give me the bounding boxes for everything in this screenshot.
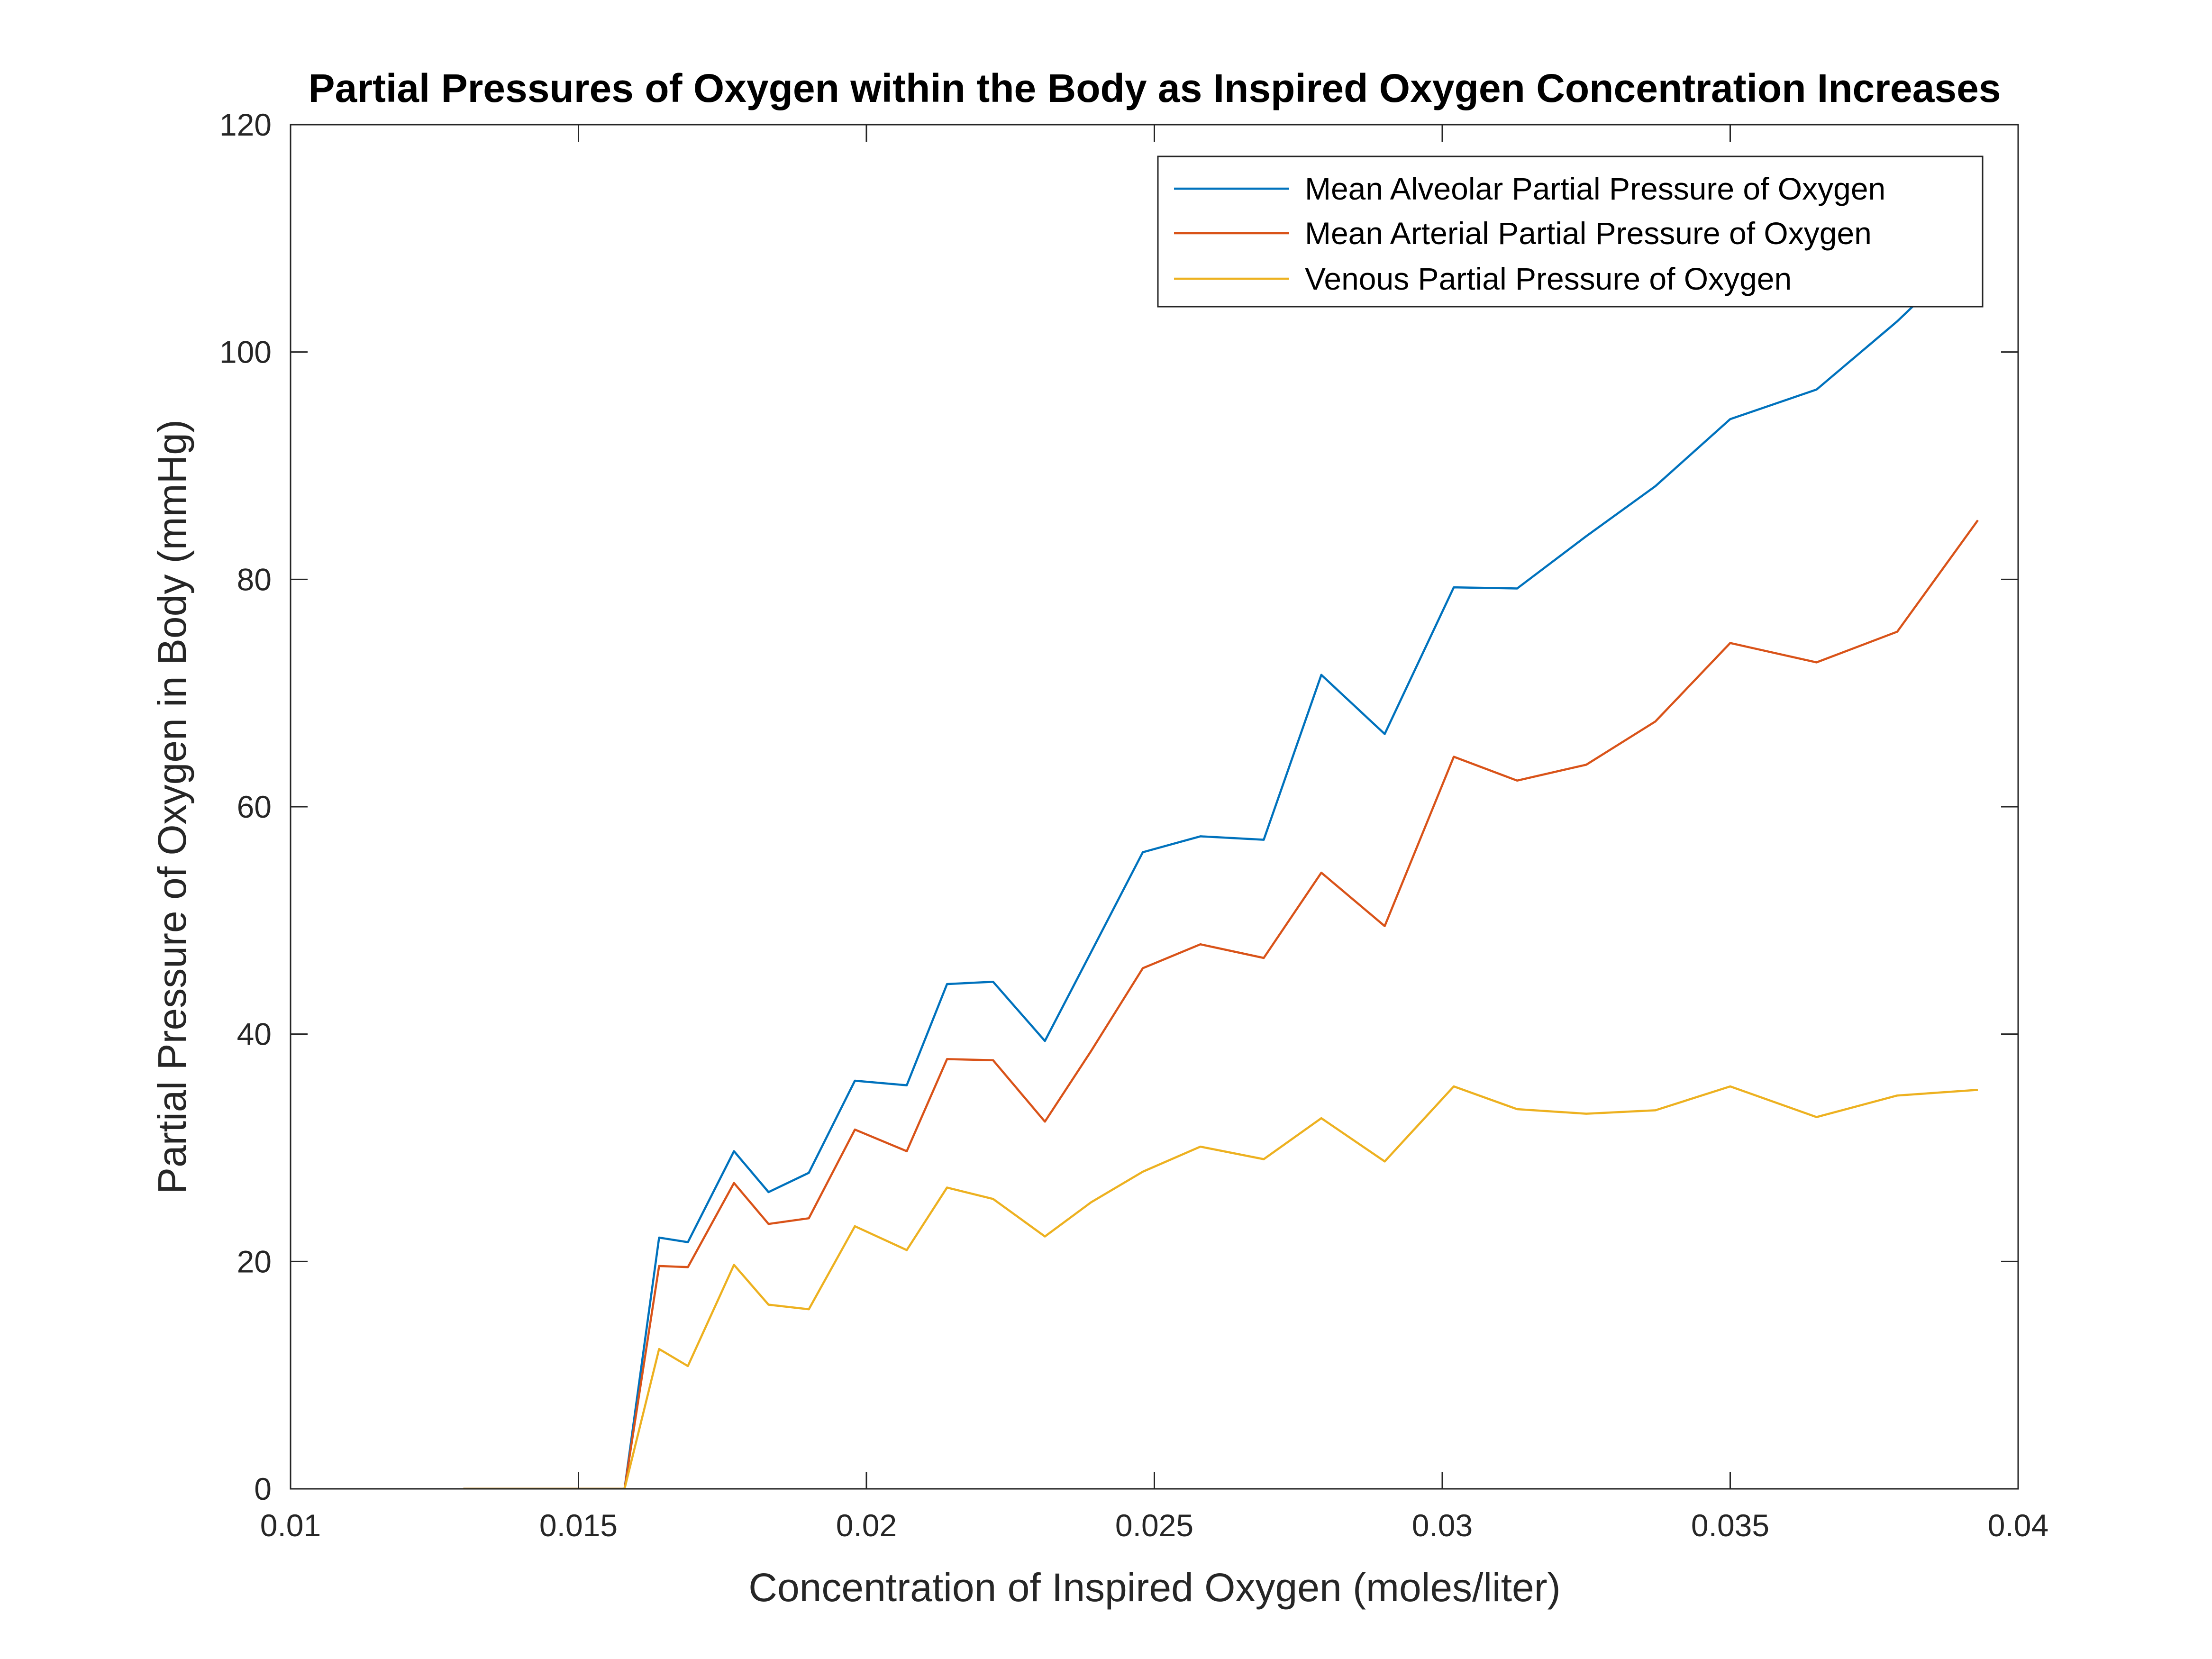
y-tick-label: 20 xyxy=(237,1244,272,1279)
y-axis-label: Partial Pressure of Oxygen in Body (mmHg… xyxy=(150,419,194,1194)
legend-label-alveolar: Mean Alveolar Partial Pressure of Oxygen xyxy=(1305,171,1885,206)
legend: Mean Alveolar Partial Pressure of Oxygen… xyxy=(1157,155,1984,308)
plot-area xyxy=(463,243,1979,1489)
legend-box xyxy=(1157,155,1984,308)
legend-label-arterial: Mean Arterial Partial Pressure of Oxygen xyxy=(1305,216,1872,251)
chart-title: Partial Pressures of Oxygen within the B… xyxy=(308,66,2001,110)
y-tick-label: 60 xyxy=(237,789,272,824)
series-line-arterial xyxy=(463,520,1979,1489)
y-tick-label: 80 xyxy=(237,562,272,597)
y-tick-label: 40 xyxy=(237,1017,272,1052)
plot-frame xyxy=(290,124,2019,1490)
y-tick-label: 120 xyxy=(219,107,272,142)
x-tick-label: 0.04 xyxy=(1988,1508,2048,1543)
x-tick-label: 0.015 xyxy=(539,1508,618,1543)
y-axis: 0 20 40 60 80 100 120 xyxy=(219,107,2018,1506)
x-tick-label: 0.035 xyxy=(1691,1508,1769,1543)
x-tick-label: 0.01 xyxy=(260,1508,321,1543)
x-tick-label: 0.03 xyxy=(1412,1508,1473,1543)
series-line-alveolar xyxy=(463,243,1979,1489)
x-tick-label: 0.02 xyxy=(836,1508,897,1543)
x-axis: 0.01 0.015 0.02 0.025 0.03 0.035 0.04 xyxy=(260,125,2048,1543)
y-tick-label: 100 xyxy=(219,335,272,370)
y-tick-label: 0 xyxy=(254,1471,272,1506)
x-axis-label: Concentration of Inspired Oxygen (moles/… xyxy=(748,1565,1560,1610)
legend-label-venous: Venous Partial Pressure of Oxygen xyxy=(1305,261,1792,296)
x-tick-label: 0.025 xyxy=(1115,1508,1193,1543)
series-line-venous xyxy=(463,1085,1978,1489)
series-group xyxy=(463,243,1979,1489)
